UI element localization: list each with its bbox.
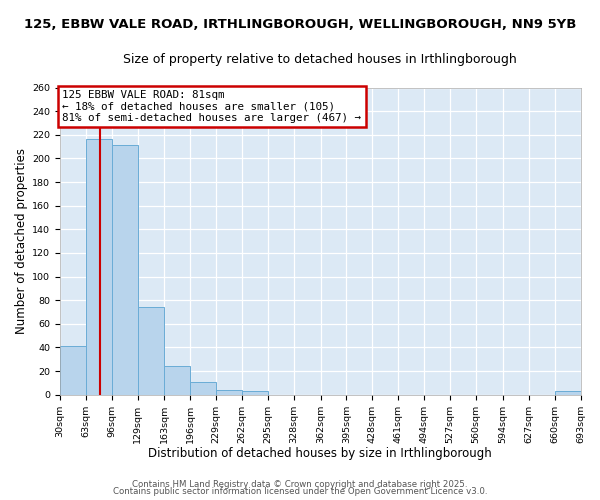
Text: Contains HM Land Registry data © Crown copyright and database right 2025.: Contains HM Land Registry data © Crown c… [132,480,468,489]
Text: 125 EBBW VALE ROAD: 81sqm
← 18% of detached houses are smaller (105)
81% of semi: 125 EBBW VALE ROAD: 81sqm ← 18% of detac… [62,90,361,123]
Bar [86,140,112,394]
Bar [164,366,190,394]
Bar [242,391,268,394]
Bar [216,390,242,394]
Title: Size of property relative to detached houses in Irthlingborough: Size of property relative to detached ho… [124,52,517,66]
Text: 125, EBBW VALE ROAD, IRTHLINGBOROUGH, WELLINGBOROUGH, NN9 5YB: 125, EBBW VALE ROAD, IRTHLINGBOROUGH, WE… [24,18,576,30]
Bar [137,308,164,394]
Text: Contains public sector information licensed under the Open Government Licence v3: Contains public sector information licen… [113,487,487,496]
Y-axis label: Number of detached properties: Number of detached properties [15,148,28,334]
Bar [190,382,216,394]
Bar [60,346,86,395]
Bar [554,391,581,394]
Bar [112,146,137,394]
X-axis label: Distribution of detached houses by size in Irthlingborough: Distribution of detached houses by size … [148,447,492,460]
